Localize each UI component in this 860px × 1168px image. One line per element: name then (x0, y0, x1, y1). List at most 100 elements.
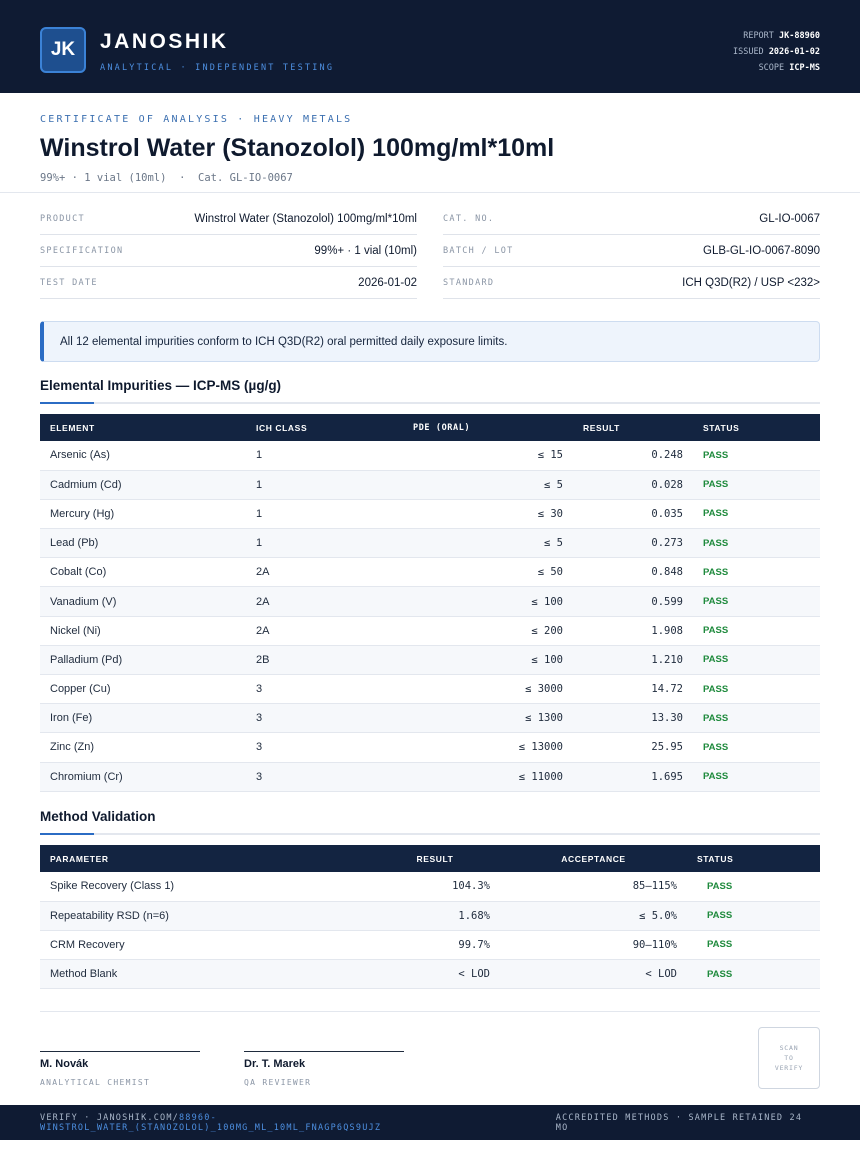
scope-value: ICP-MS (789, 63, 820, 73)
column-header: ELEMENT (50, 422, 95, 433)
column-header: RESULT (583, 422, 620, 433)
table-row: Mercury (Hg) 1 ≤ 30 0.035 PASS (40, 499, 820, 530)
table-row: Arsenic (As) 1 ≤ 15 0.248 PASS (40, 441, 820, 471)
column-header: STATUS (697, 853, 734, 864)
info-grid-right: CAT. NO. GL-IO-0067 BATCH / LOT GLB-GL-I… (443, 203, 820, 299)
ich-class: 3 (246, 732, 403, 763)
pde-limit: ≤ 3000 (403, 674, 573, 705)
report-number: JK-88960 (779, 31, 820, 41)
report-footer: VERIFY · JANOSHIK.COM/88960-WINSTROL_WAT… (0, 1105, 860, 1140)
pde-limit: ≤ 11000 (403, 762, 573, 792)
info-value: 2026-01-02 (358, 276, 417, 289)
status-badge: PASS (693, 586, 820, 617)
parameter-name: Repeatability RSD (n=6) (40, 901, 370, 931)
element-name: Iron (Fe) (40, 703, 246, 734)
table-row: Copper (Cu) 3 ≤ 3000 14.72 PASS (40, 674, 820, 705)
scope-label: SCOPE (758, 63, 785, 73)
section-rule (40, 833, 820, 835)
column-header: RESULT (416, 853, 454, 864)
status-badge: PASS (687, 872, 820, 902)
element-name: Lead (Pb) (40, 528, 246, 559)
issued-label: ISSUED (732, 47, 764, 57)
divider (40, 1011, 820, 1012)
result-value: 14.72 (573, 674, 693, 705)
element-name: Chromium (Cr) (40, 762, 246, 792)
result-value: 1.908 (573, 616, 693, 646)
info-label: PRODUCT (40, 213, 85, 224)
info-row-cat-no: CAT. NO. GL-IO-0067 (443, 203, 820, 235)
status-badge: PASS (693, 674, 820, 705)
info-row-standard: STANDARD ICH Q3D(R2) / USP <232> (443, 267, 820, 299)
impurities-heading: Elemental Impurities — ICP-MS (µg/g) (40, 378, 282, 393)
ich-class: 2A (246, 616, 403, 646)
element-name: Mercury (Hg) (40, 499, 246, 530)
ich-class: 2A (246, 586, 403, 617)
info-value: GLB-GL-IO-0067-8090 (703, 244, 820, 257)
signatory-name: Dr. T. Marek (244, 1058, 306, 1070)
column-header: ACCEPTANCE (561, 853, 626, 864)
table-row: Repeatability RSD (n=6) 1.68% ≤ 5.0% PASS (40, 901, 820, 931)
brand-name: JANOSHIK (100, 30, 229, 53)
qr-text: SCAN (779, 1044, 799, 1052)
table-row: Cobalt (Co) 2A ≤ 50 0.848 PASS (40, 557, 820, 588)
qr-text: VERIFY (774, 1064, 804, 1072)
status-badge: PASS (693, 616, 820, 646)
result-value: 0.599 (573, 586, 693, 617)
column-header: PDE (ORAL) (413, 422, 471, 433)
ich-class: 2B (246, 645, 403, 676)
column-header: STATUS (703, 422, 740, 433)
info-label: BATCH / LOT (443, 245, 514, 256)
info-row-test-date: TEST DATE 2026-01-02 (40, 267, 417, 299)
footer-note: ACCREDITED METHODS · SAMPLE RETAINED 24 … (555, 1112, 803, 1133)
acceptance-range: < LOD (500, 959, 687, 990)
signatory-role: ANALYTICAL CHEMIST (40, 1078, 151, 1087)
ich-class: 2A (246, 557, 403, 588)
status-badge: PASS (693, 528, 820, 559)
conformance-banner: All 12 elemental impurities conform to I… (40, 321, 820, 362)
signatory-role: QA REVIEWER (244, 1078, 312, 1087)
info-label: TEST DATE (40, 277, 98, 288)
ich-class: 1 (246, 441, 403, 471)
verify-prefix: VERIFY · JANOSHIK.COM/ (40, 1112, 179, 1123)
result-value: 1.210 (573, 645, 693, 676)
result-value: 0.035 (573, 499, 693, 530)
page-subtitle: 99%+ · 1 vial (10ml) · Cat. GL-IO-0067 (40, 172, 293, 184)
brand-tagline: ANALYTICAL · INDEPENDENT TESTING (100, 63, 335, 73)
result-value: 0.273 (573, 528, 693, 559)
table-row: CRM Recovery 99.7% 90–110% PASS (40, 930, 820, 961)
verify-url[interactable]: 88960-WINSTROL_WATER_(STANOZOLOL)_100MG_… (40, 1112, 382, 1133)
report-label: REPORT (743, 31, 774, 41)
pde-limit: ≤ 5 (403, 528, 573, 559)
element-name: Arsenic (As) (40, 441, 246, 471)
document-eyebrow: CERTIFICATE OF ANALYSIS · HEAVY METALS (40, 114, 353, 125)
qr-text: TO (784, 1054, 794, 1062)
pde-limit: ≤ 15 (403, 441, 573, 471)
info-label: STANDARD (443, 277, 495, 288)
table-header-row: PARAMETER RESULT ACCEPTANCE STATUS (40, 845, 820, 872)
status-badge: PASS (693, 470, 820, 500)
element-name: Cadmium (Cd) (40, 470, 246, 500)
table-row: Iron (Fe) 3 ≤ 1300 13.30 PASS (40, 703, 820, 734)
signatory-name: M. Novák (40, 1058, 89, 1070)
parameter-name: CRM Recovery (40, 930, 370, 961)
column-header: ICH CLASS (256, 422, 308, 433)
pde-limit: ≤ 100 (403, 586, 573, 617)
table-row: Lead (Pb) 1 ≤ 5 0.273 PASS (40, 528, 820, 559)
result-value: 0.028 (573, 470, 693, 500)
verify-link[interactable]: VERIFY · JANOSHIK.COM/88960-WINSTROL_WAT… (40, 1113, 556, 1133)
table-header-row: ELEMENT ICH CLASS PDE (ORAL) RESULT STAT… (40, 414, 820, 441)
info-label: SPECIFICATION (40, 245, 124, 256)
pde-limit: ≤ 30 (403, 499, 573, 530)
status-badge: PASS (693, 762, 820, 792)
status-badge: PASS (693, 499, 820, 530)
info-value: 99%+ · 1 vial (10ml) (314, 244, 417, 257)
verify-qr-box[interactable]: SCAN TO VERIFY (758, 1027, 820, 1089)
status-badge: PASS (687, 930, 820, 961)
info-grid-left: PRODUCT Winstrol Water (Stanozolol) 100m… (40, 203, 417, 299)
divider (0, 192, 860, 193)
status-badge: PASS (687, 901, 820, 931)
ich-class: 1 (246, 528, 403, 559)
result-value: < LOD (370, 959, 500, 990)
result-value: 0.848 (573, 557, 693, 588)
issued-date: 2026-01-02 (768, 47, 820, 57)
